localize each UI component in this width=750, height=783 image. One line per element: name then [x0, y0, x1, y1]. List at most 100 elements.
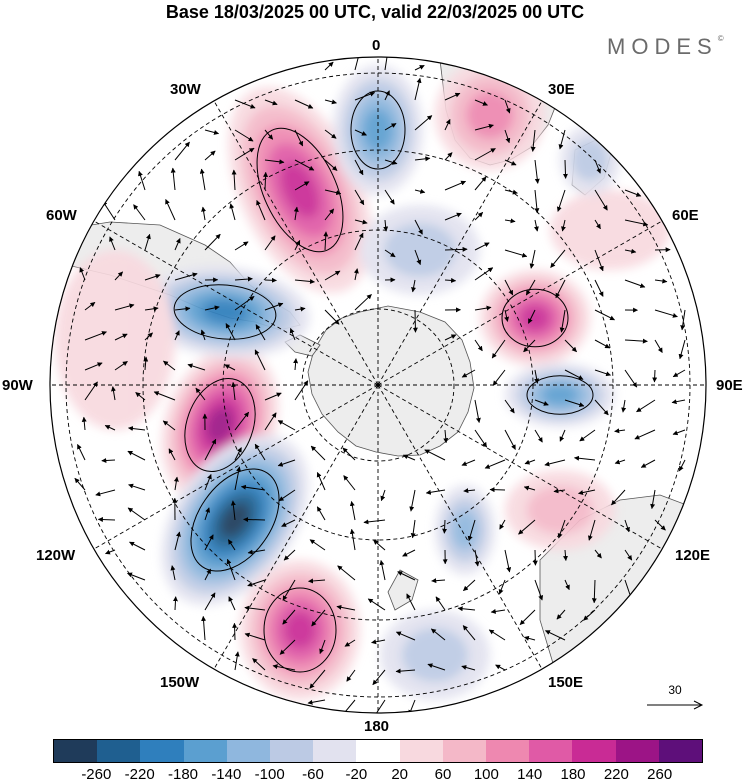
wind-arrow — [444, 212, 462, 221]
wind-arrow — [410, 519, 416, 539]
lon-label-30e: 30E — [548, 81, 575, 98]
wind-arrow — [129, 541, 146, 551]
wind-arrow — [490, 608, 506, 614]
wind-arrow — [650, 489, 656, 510]
wind-arrow — [272, 664, 296, 671]
wind-arrow — [311, 609, 326, 627]
wind-arrow — [354, 219, 368, 225]
wind-arrow — [174, 531, 181, 551]
wind-arrow — [384, 123, 397, 131]
wind-arrow — [204, 507, 211, 521]
wind-arrow — [373, 699, 386, 713]
wind-arrow — [402, 454, 416, 461]
wind-arrow — [114, 333, 128, 341]
wind-arrow — [556, 609, 566, 620]
wind-arrow — [343, 475, 356, 491]
wind-arrow — [461, 459, 476, 466]
wind-arrow — [474, 549, 480, 567]
wind-arrow — [163, 360, 176, 371]
lon-label-90w: 90W — [2, 377, 33, 394]
wind-arrow — [324, 99, 337, 105]
colorbar-tick-label: 140 — [517, 766, 543, 783]
wind-arrow — [414, 64, 425, 71]
wind-arrow — [204, 233, 221, 251]
lon-label-120w: 120W — [36, 547, 76, 564]
wind-arrow — [324, 270, 341, 281]
wind-arrow — [104, 425, 116, 431]
wind-arrow — [289, 327, 296, 341]
wind-arrow — [187, 363, 206, 371]
wind-arrow — [114, 303, 135, 311]
colorbar-swatch — [399, 740, 443, 762]
wind-arrow — [264, 412, 277, 431]
wind-arrow — [680, 309, 686, 331]
colorbar-tick-label: 220 — [603, 766, 629, 783]
wind-arrow — [557, 519, 566, 539]
wind-arrow — [349, 500, 356, 521]
lon-label-150e: 150E — [548, 674, 584, 691]
wind-arrow — [529, 249, 536, 269]
map-disk-border — [49, 56, 707, 714]
wind-arrow — [534, 429, 543, 443]
wind-arrow — [474, 176, 487, 191]
wind-arrow — [578, 489, 596, 495]
wind-arrow — [256, 199, 266, 221]
wind-arrow — [319, 639, 326, 655]
wind-arrow — [614, 428, 626, 434]
wind-arrow — [594, 369, 612, 377]
wind-arrow — [144, 332, 153, 341]
anomaly-contour — [526, 375, 594, 415]
wind-arrow — [444, 152, 453, 161]
wind-arrow — [79, 267, 86, 281]
wind-arrow — [564, 579, 570, 591]
wind-arrow — [594, 399, 609, 416]
meridian-line — [377, 98, 544, 386]
wind-arrow — [654, 519, 666, 531]
wind-arrow — [550, 249, 566, 268]
colorbar-tick-label: -100 — [254, 766, 285, 783]
wind-arrow — [562, 159, 568, 179]
wind-arrow — [307, 699, 326, 705]
wind-arrow — [640, 459, 656, 468]
wind-arrow — [564, 399, 585, 407]
wind-arrow — [525, 279, 536, 296]
wind-arrow — [234, 411, 250, 431]
wind-arrow — [254, 443, 266, 461]
wind-arrow — [534, 159, 540, 184]
wind-arrow — [371, 639, 386, 645]
wind-arrow — [84, 331, 107, 341]
wind-arrow — [636, 399, 656, 413]
wind-arrow — [523, 339, 536, 353]
wind-arrow — [135, 392, 146, 401]
wind-arrow — [174, 141, 190, 161]
wind-arrow — [544, 459, 566, 467]
wind-arrow — [594, 219, 601, 230]
wind-arrow — [244, 605, 266, 611]
wind-arrow — [170, 167, 176, 191]
wind-arrow — [533, 219, 539, 232]
negative-anomaly-region — [402, 628, 468, 682]
wind-arrow — [534, 189, 540, 214]
wind-arrow — [411, 279, 417, 293]
wind-arrow — [264, 159, 285, 165]
wind-arrow — [444, 118, 451, 131]
wind-arrow — [530, 129, 536, 152]
colorbar — [53, 739, 703, 763]
wind-arrow — [324, 208, 335, 221]
positive-anomaly-region — [527, 486, 593, 534]
wind-arrow — [384, 189, 395, 205]
wind-arrow — [527, 309, 536, 324]
wind-arrow — [294, 306, 306, 312]
wind-arrow — [373, 539, 386, 551]
wind-arrow — [264, 129, 274, 140]
wind-arrow — [463, 579, 476, 592]
wind-arrow — [114, 271, 123, 281]
wind-arrow — [654, 278, 668, 284]
wind-arrow — [443, 429, 449, 444]
wind-arrow — [324, 129, 337, 139]
wind-arrow — [144, 306, 159, 312]
colorbar-tick-label: 20 — [391, 766, 408, 783]
wind-arrow — [281, 519, 296, 527]
wind-arrow — [427, 663, 446, 671]
